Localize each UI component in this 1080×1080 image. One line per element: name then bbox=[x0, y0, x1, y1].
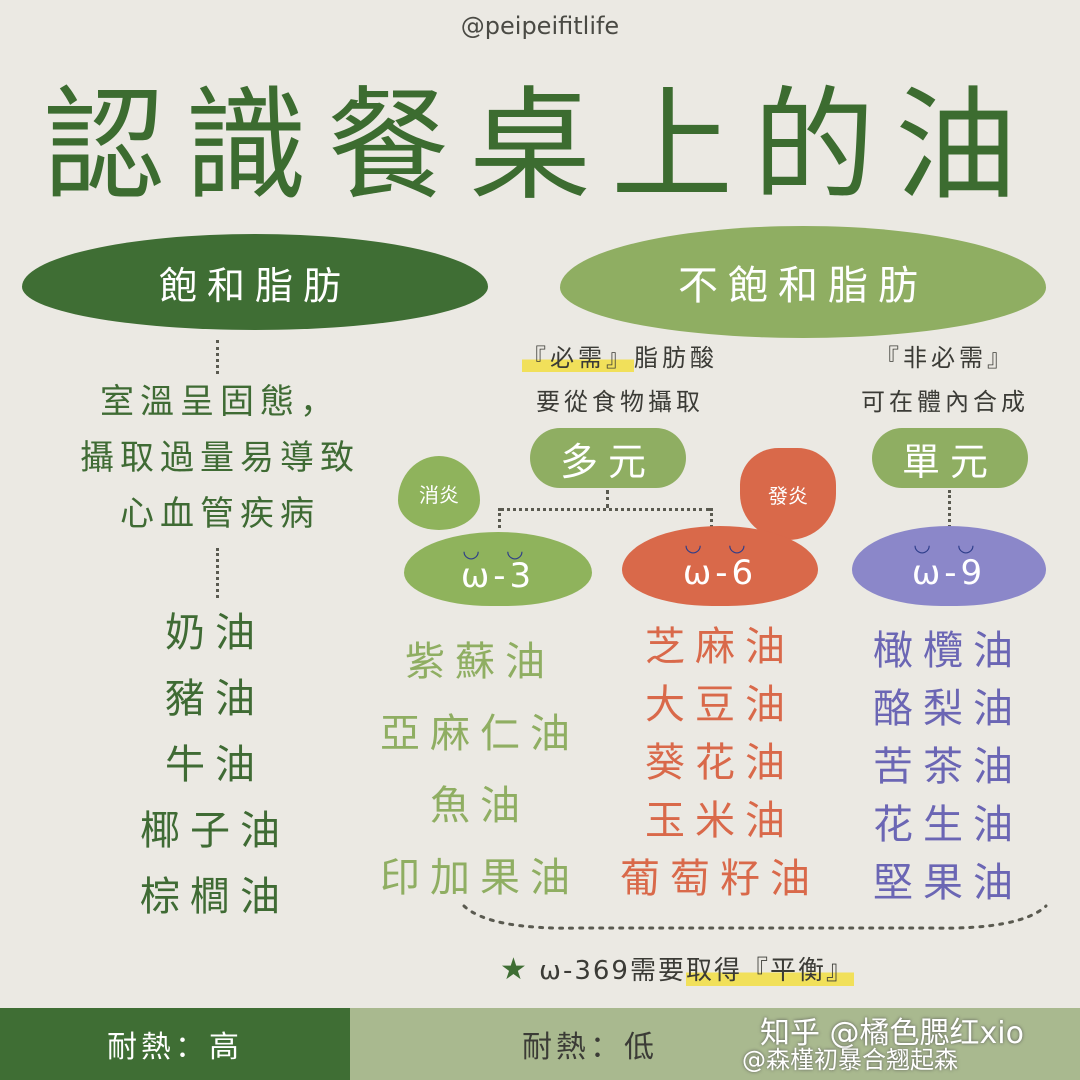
description-line: 攝取過量易導致 bbox=[80, 438, 360, 478]
inflammatory-label: 發炎 bbox=[768, 483, 808, 508]
essential-text: 脂肪酸 bbox=[634, 344, 718, 372]
connector-line bbox=[498, 508, 501, 528]
connector-line bbox=[606, 490, 609, 508]
poly-label: 多元 bbox=[559, 439, 656, 484]
omega9-label: ω-9 bbox=[911, 553, 987, 593]
saturated-fat-label: 飽和脂肪 bbox=[158, 263, 351, 308]
heat-high-bar: 耐熱：高 bbox=[0, 1008, 350, 1080]
omega9-oil-list: 橄欖油 酪梨油 苦茶油 花生油 堅果油 bbox=[848, 622, 1048, 912]
polyunsaturated-pill: 多元 bbox=[530, 428, 686, 488]
essential-text: 要從食物攝取 bbox=[536, 388, 704, 416]
omega3-oil-list: 紫蘇油 亞麻仁油 魚油 印加果油 bbox=[360, 626, 600, 914]
star-icon: ★ bbox=[500, 952, 529, 987]
omega6-oil-list: 芝麻油 大豆油 葵花油 玉米油 葡萄籽油 bbox=[610, 618, 830, 908]
essential-note: 『必需』脂肪酸 要從食物攝取 bbox=[500, 336, 740, 424]
omega6-badge: ◡ ◡ ω-6 bbox=[622, 526, 818, 606]
watermark-text: 知乎 @橘色腮红xio bbox=[760, 1016, 1024, 1051]
flame-icon: 發炎 bbox=[740, 448, 836, 540]
connector-line bbox=[948, 490, 951, 528]
oil-item: 芝麻油 bbox=[645, 624, 795, 670]
oil-item: 椰子油 bbox=[140, 808, 290, 854]
oil-item: 葡萄籽油 bbox=[620, 856, 820, 902]
omega3-label: ω-3 bbox=[460, 556, 536, 596]
watermark-text: @森槿初暴合翘起森 bbox=[742, 1046, 958, 1074]
oil-item: 大豆油 bbox=[645, 682, 795, 728]
oil-item: 棕櫚油 bbox=[140, 874, 290, 920]
bracket-curve bbox=[462, 904, 1048, 930]
balance-text: ω-369需要 bbox=[539, 956, 686, 986]
unsaturated-fat-label: 不飽和脂肪 bbox=[678, 263, 928, 309]
face-icon: ◡ ◡ bbox=[913, 532, 985, 556]
heat-low-label: 耐熱：低 bbox=[522, 1030, 658, 1065]
oil-item: 堅果油 bbox=[873, 860, 1023, 906]
balance-highlight: 取得『平衡』 bbox=[685, 956, 854, 986]
oil-item: 印加果油 bbox=[380, 855, 580, 901]
oil-item: 奶油 bbox=[165, 610, 265, 656]
saturated-fat-badge: 飽和脂肪 bbox=[22, 234, 488, 330]
oil-item: 酪梨油 bbox=[873, 686, 1023, 732]
omega6-label: ω-6 bbox=[682, 553, 758, 593]
unsaturated-fat-badge: 不飽和脂肪 bbox=[560, 226, 1046, 338]
author-handle: @peipeifitlife bbox=[460, 12, 620, 40]
nonessential-text: 可在體內合成 bbox=[861, 388, 1029, 416]
mono-label: 單元 bbox=[901, 439, 998, 484]
balance-note: ★ ω-369需要取得『平衡』 bbox=[500, 950, 960, 987]
nonessential-text: 『非必需』 bbox=[875, 344, 1015, 372]
oil-item: 葵花油 bbox=[645, 740, 795, 786]
nonessential-note: 『非必需』 可在體內合成 bbox=[830, 336, 1060, 424]
oil-item: 牛油 bbox=[165, 742, 265, 788]
oil-item: 魚油 bbox=[430, 783, 530, 829]
saturated-description: 室溫呈固態， 攝取過量易導致 心血管疾病 bbox=[30, 374, 410, 542]
omega3-badge: ◡ ◡ ω-3 bbox=[404, 532, 592, 606]
oil-item: 玉米油 bbox=[645, 798, 795, 844]
anti-inflammatory-label: 消炎 bbox=[419, 482, 459, 507]
page-title: 認識餐桌上的油 bbox=[43, 75, 1037, 217]
connector-line bbox=[710, 508, 713, 528]
saturated-oil-list: 奶油 豬油 牛油 椰子油 棕櫚油 bbox=[80, 600, 350, 930]
description-line: 室溫呈固態， bbox=[100, 382, 340, 422]
oil-item: 豬油 bbox=[165, 676, 265, 722]
oil-item: 紫蘇油 bbox=[405, 639, 555, 685]
leaf-icon: 消炎 bbox=[398, 456, 480, 530]
connector-line bbox=[216, 340, 219, 374]
oil-item: 亞麻仁油 bbox=[380, 711, 580, 757]
face-icon: ◡ ◡ bbox=[462, 538, 534, 562]
oil-item: 花生油 bbox=[873, 802, 1023, 848]
omega9-badge: ◡ ◡ ω-9 bbox=[852, 526, 1046, 606]
connector-line bbox=[216, 548, 219, 598]
face-icon: ◡ ◡ bbox=[684, 532, 756, 556]
heat-high-label: 耐熱：高 bbox=[107, 1030, 243, 1065]
heat-low-bar: 耐熱：低 bbox=[350, 1008, 830, 1080]
heat-low-bar-extension bbox=[830, 1008, 1080, 1080]
oil-item: 苦茶油 bbox=[873, 744, 1023, 790]
connector-line bbox=[500, 508, 710, 511]
description-line: 心血管疾病 bbox=[120, 494, 320, 534]
essential-highlight: 『必需』 bbox=[522, 344, 634, 372]
oil-item: 橄欖油 bbox=[873, 628, 1023, 674]
monounsaturated-pill: 單元 bbox=[872, 428, 1028, 488]
